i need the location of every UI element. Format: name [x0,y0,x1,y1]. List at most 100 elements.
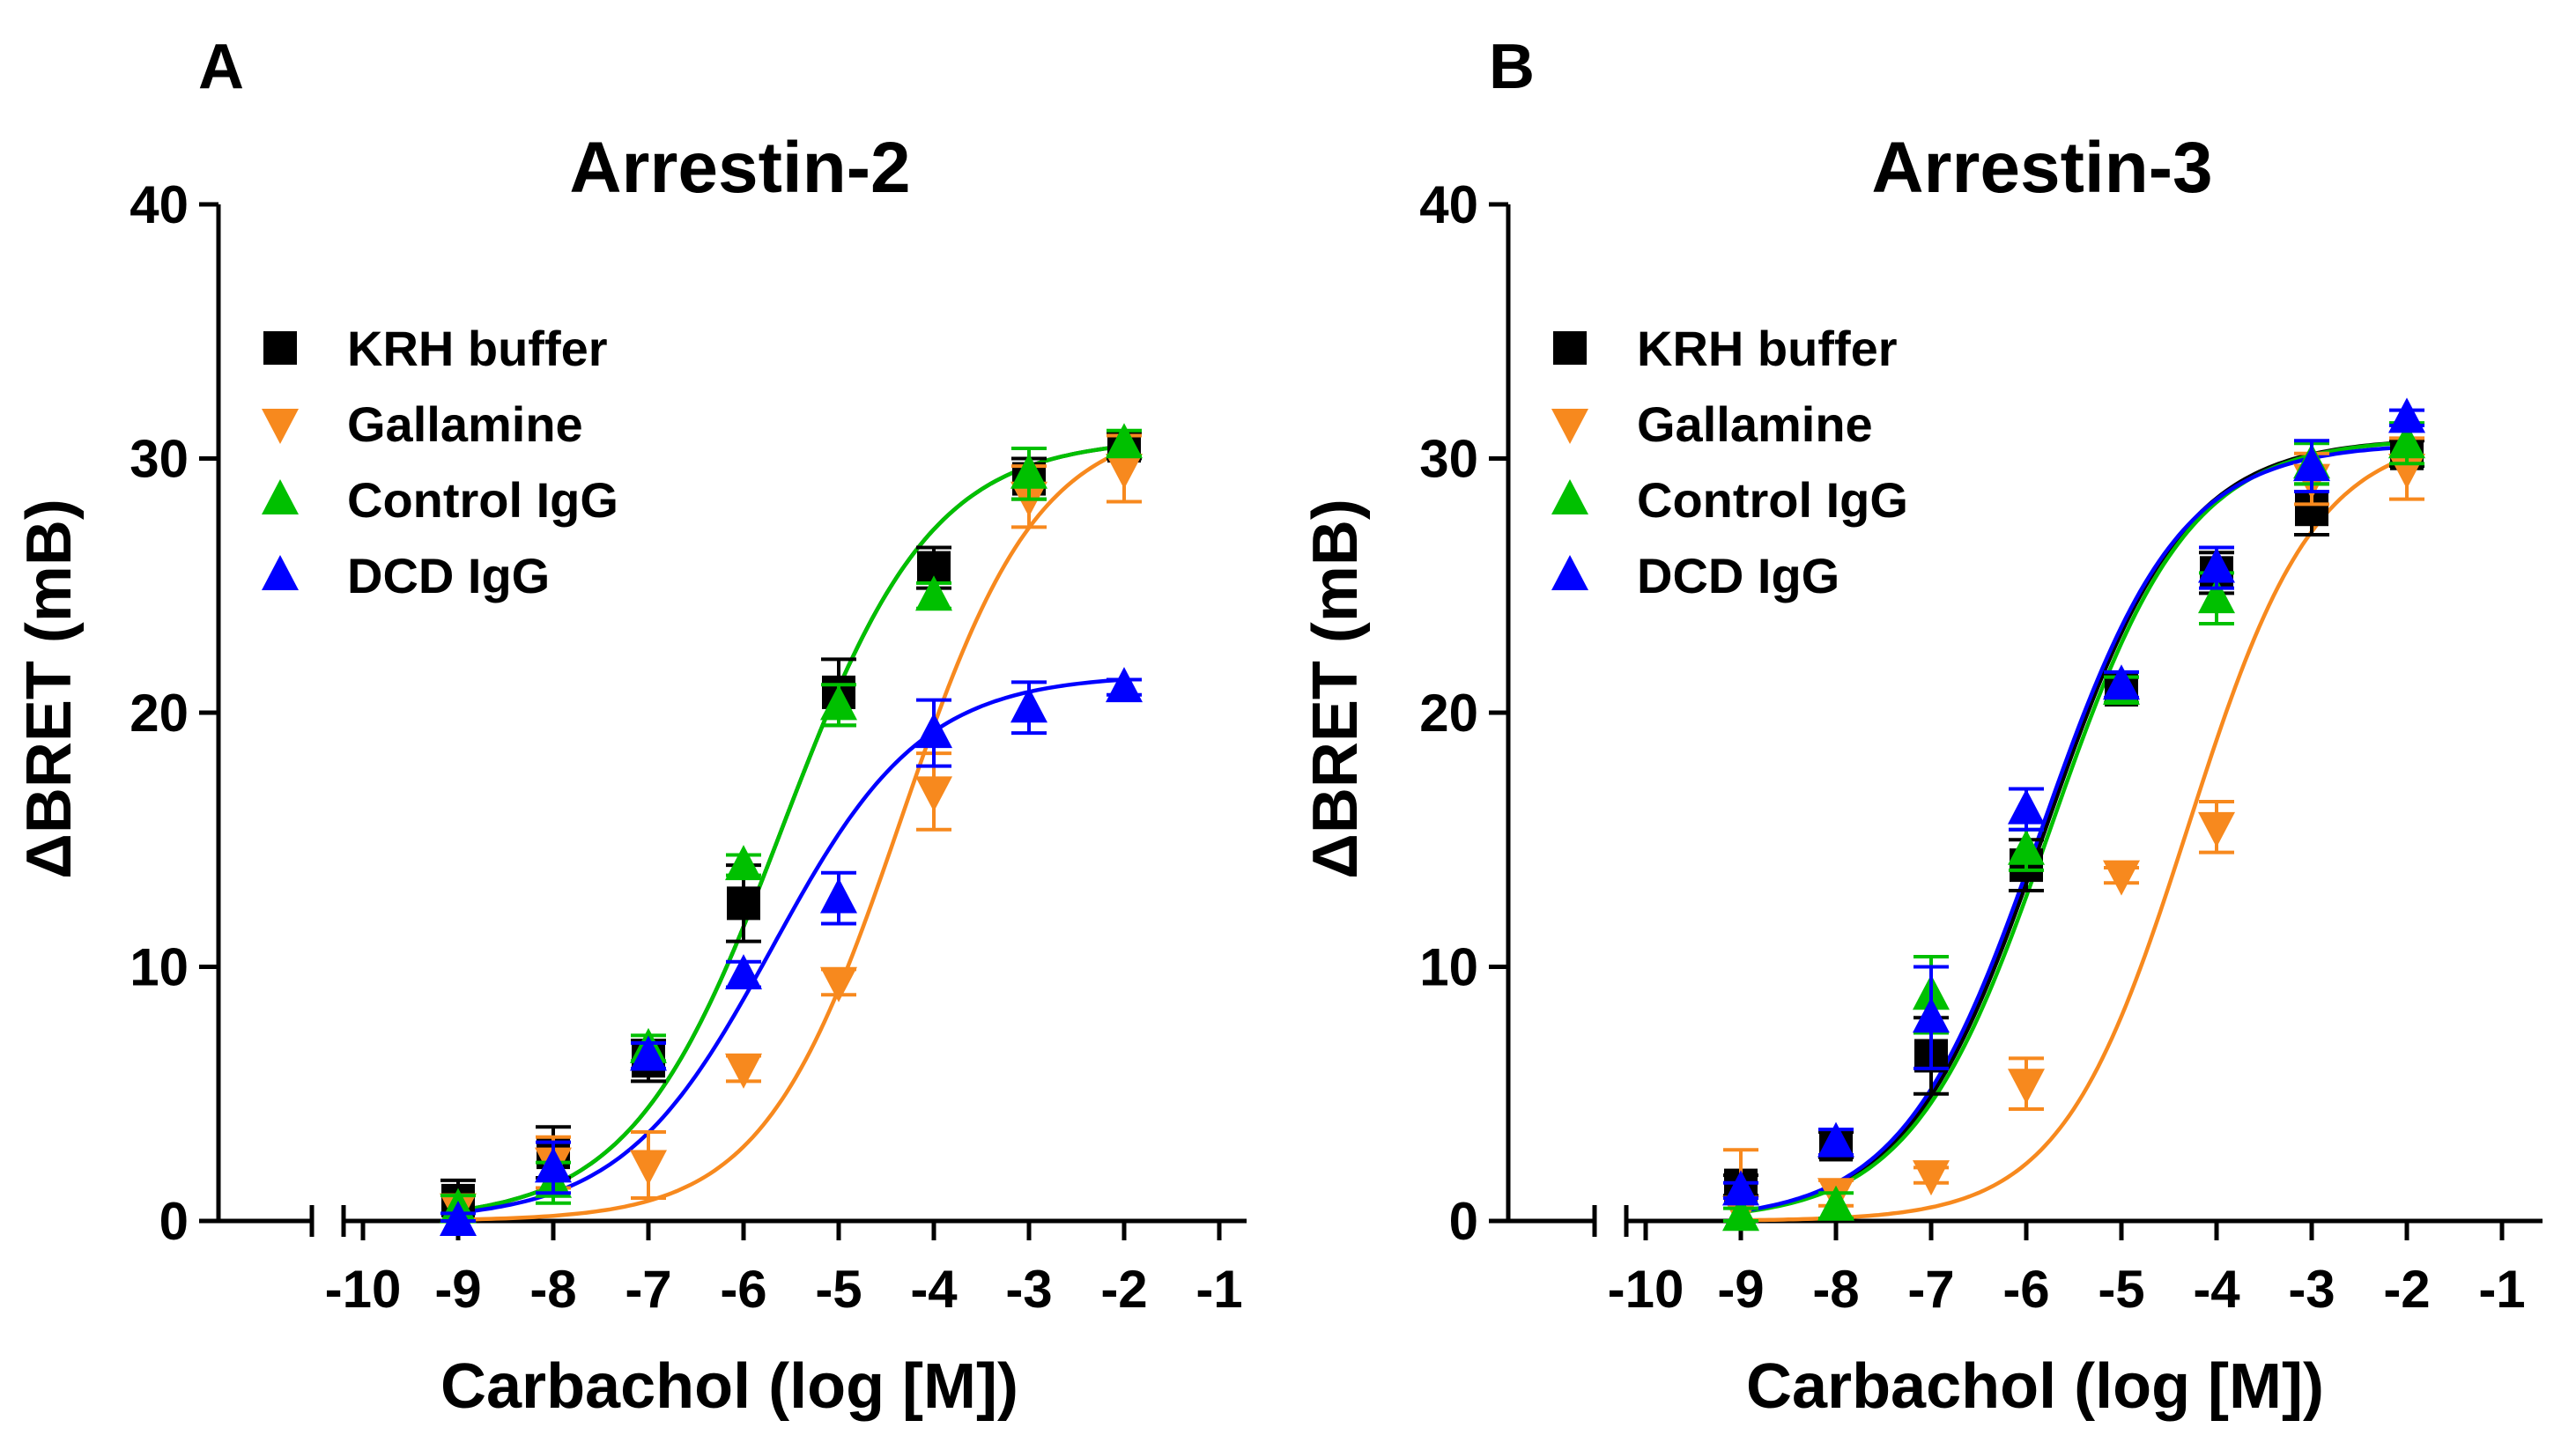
legend-label: Gallamine [1637,396,1873,452]
legend-marker-krh-buffer [1553,331,1587,365]
fit-curve-dcd-igg [457,677,1125,1215]
legend-marker-control-igg [262,479,299,514]
data-point-dcd-igg [2293,446,2330,482]
chart-title: Arrestin-2 [569,128,910,208]
data-point-dcd-igg [725,954,762,990]
fit-curve-krh-buffer [1740,440,2408,1214]
data-point-gallamine [1913,1160,1950,1196]
data-point-gallamine [1106,454,1143,490]
legend-marker-dcd-igg [1551,555,1588,590]
y-tick-label: 0 [159,1192,189,1251]
legend-label: Control IgG [1637,472,1908,528]
y-tick-label: 30 [130,430,189,489]
data-point-dcd-igg [915,713,952,749]
data-point-gallamine [915,776,952,812]
data-point-control-igg [1722,1195,1759,1232]
data-point-dcd-igg [1722,1170,1759,1206]
fit-curve-dcd-igg [1740,445,2408,1214]
chart-title: Arrestin-3 [1871,128,2212,208]
legend-marker-gallamine [1551,409,1588,444]
fit-curve-gallamine [1741,455,2408,1223]
y-axis-title: ΔBRET (mB) [1300,499,1371,879]
data-point-dcd-igg [2198,547,2235,583]
data-point-gallamine [2008,1069,2045,1105]
data-point-control-igg [1817,1185,1854,1221]
data-point-control-igg [2388,423,2425,459]
x-axis-title: Carbachol (log [M]) [1746,1351,2324,1422]
series-dcd-igg [440,667,1143,1236]
x-tick-label: -2 [1100,1260,1147,1319]
x-tick-label: -9 [434,1260,481,1319]
panel-letter: B [1489,32,1535,102]
x-tick-label: -9 [1717,1260,1764,1319]
x-tick-label: -5 [815,1260,862,1319]
data-point-dcd-igg [535,1147,572,1183]
y-tick-label: 10 [130,938,189,997]
legend-label: Gallamine [347,396,583,452]
x-tick-label: -4 [2193,1260,2240,1319]
x-axis-title: Carbachol (log [M]) [440,1351,1018,1422]
x-tick-label: -6 [2002,1260,2049,1319]
x-tick-label: -4 [910,1260,958,1319]
panel-letter: A [198,32,244,102]
data-point-gallamine [630,1150,667,1186]
fit-curve-control-igg [1740,440,2408,1215]
legend-marker-dcd-igg [262,555,299,590]
y-tick-label: 0 [1449,1192,1478,1251]
x-tick-label: -8 [1812,1260,1859,1319]
x-tick-label: -3 [2288,1260,2335,1319]
y-tick-label: 10 [1419,938,1478,997]
legend-label: KRH buffer [1637,321,1898,376]
y-tick-label: 30 [1419,430,1478,489]
fit-curve-gallamine [457,448,1125,1222]
fit-curve-krh-buffer [457,444,1125,1213]
data-point-dcd-igg [1913,997,1950,1033]
data-point-dcd-igg [440,1201,477,1236]
data-point-gallamine [725,1053,762,1089]
data-point-dcd-igg [1817,1121,1854,1158]
fit-curve-control-igg [457,444,1125,1213]
x-tick-label: -2 [2383,1260,2430,1319]
y-tick-label: 20 [130,684,189,743]
x-tick-label: -1 [2478,1260,2525,1319]
x-tick-label: -1 [1195,1260,1242,1319]
data-point-dcd-igg [1010,687,1047,723]
data-point-control-igg [725,845,762,881]
x-tick-label: -6 [720,1260,766,1319]
data-point-dcd-igg [820,877,857,914]
legend-label: DCD IgG [1637,548,1839,603]
legend-label: Control IgG [347,472,618,528]
data-point-control-igg [820,684,857,721]
data-point-control-igg [1106,423,1143,459]
y-tick-label: 40 [130,175,189,234]
data-point-control-igg [2198,578,2235,614]
x-tick-label: -10 [325,1260,402,1319]
data-point-control-igg [1010,453,1047,489]
data-point-dcd-igg [2388,397,2425,433]
data-point-gallamine [820,966,857,1002]
data-point-dcd-igg [630,1035,667,1071]
data-point-dcd-igg [2103,664,2140,700]
data-point-control-igg [2008,829,2045,865]
x-tick-label: -7 [625,1260,671,1319]
x-tick-label: -7 [1907,1260,1954,1319]
x-tick-label: -10 [1608,1260,1684,1319]
x-tick-label: -3 [1005,1260,1052,1319]
x-tick-label: -5 [2098,1260,2144,1319]
y-axis-title: ΔBRET (mB) [14,499,85,879]
x-tick-label: -8 [529,1260,576,1319]
data-point-gallamine [2198,811,2235,847]
data-point-dcd-igg [1106,667,1143,703]
legend-marker-control-igg [1551,479,1588,514]
data-point-control-igg [915,575,952,611]
legend-marker-krh-buffer [263,331,297,365]
data-point-krh-buffer [727,886,760,921]
series-control-igg [440,423,1143,1224]
y-tick-label: 40 [1419,175,1478,234]
data-point-gallamine [2103,860,2140,896]
y-tick-label: 20 [1419,684,1478,743]
data-point-dcd-igg [2008,788,2045,825]
